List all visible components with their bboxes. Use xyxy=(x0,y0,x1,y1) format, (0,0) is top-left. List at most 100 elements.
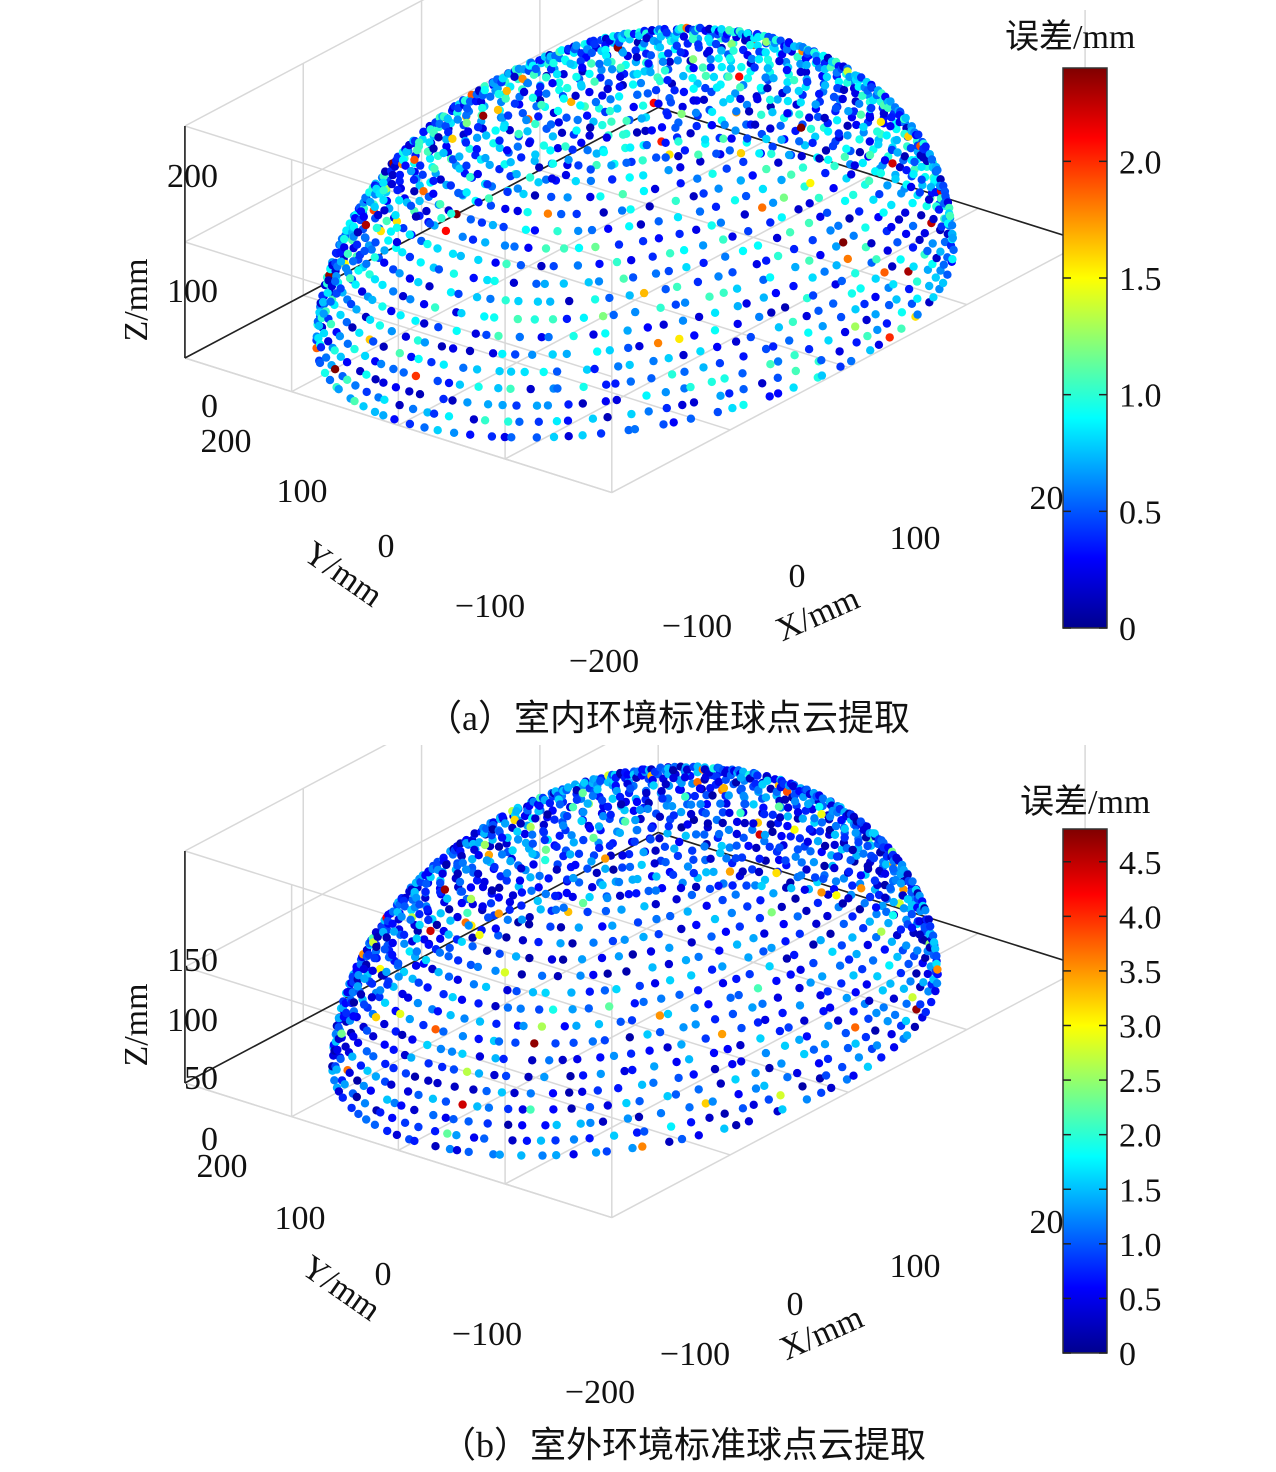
cloud-point xyxy=(671,196,680,206)
cloud-point xyxy=(661,388,670,397)
cloud-point xyxy=(349,1012,358,1021)
cloud-point xyxy=(494,89,503,99)
cloud-point xyxy=(388,919,397,928)
cloud-point xyxy=(680,298,690,307)
cloud-point xyxy=(478,902,487,911)
cloud-point xyxy=(706,854,715,863)
cloud-point xyxy=(589,938,598,947)
cloud-point xyxy=(647,126,656,135)
cloud-point xyxy=(821,168,830,178)
x-tick-label: −100 xyxy=(660,1336,730,1373)
cloud-point xyxy=(737,784,746,793)
cloud-point xyxy=(707,221,716,230)
cloud-point xyxy=(782,85,792,94)
cloud-point xyxy=(510,242,519,251)
cloud-point xyxy=(431,1025,440,1034)
cloud-point xyxy=(588,883,597,892)
cloud-point xyxy=(614,92,624,101)
cloud-point xyxy=(831,280,840,289)
cloud-point xyxy=(721,252,730,261)
cloud-point xyxy=(537,261,546,271)
cloud-point xyxy=(421,887,430,896)
cloud-point xyxy=(564,400,573,409)
cloud-point xyxy=(480,416,490,425)
cloud-point xyxy=(736,94,745,104)
cloud-point xyxy=(466,883,476,892)
cloud-point xyxy=(434,265,444,274)
cloud-point xyxy=(440,885,450,894)
cloud-point xyxy=(635,342,644,351)
cloud-point xyxy=(668,766,678,775)
cloud-point xyxy=(724,72,733,81)
cloud-point xyxy=(738,867,747,876)
cloud-point xyxy=(867,103,876,113)
cloud-point xyxy=(419,300,429,309)
cloud-point xyxy=(541,73,551,82)
cloud-point xyxy=(424,940,433,949)
cloud-point xyxy=(779,919,788,929)
z-tick-label: 50 xyxy=(184,1060,218,1097)
cloud-point xyxy=(875,190,884,199)
cloud-point xyxy=(495,949,504,958)
cloud-point xyxy=(362,1047,371,1056)
cloud-point xyxy=(769,74,778,83)
cloud-point xyxy=(793,1068,802,1078)
x-axis-line xyxy=(657,106,1086,243)
cloud-point xyxy=(323,288,332,297)
cloud-point xyxy=(743,74,753,83)
cloud-point xyxy=(790,351,799,360)
cloud-point xyxy=(380,206,389,215)
cloud-point xyxy=(718,808,728,817)
y-axis-label-b: Y/mm xyxy=(295,1248,387,1328)
cloud-point xyxy=(352,240,362,249)
cloud-point xyxy=(574,243,584,253)
cloud-point xyxy=(562,349,571,359)
cloud-point xyxy=(856,871,866,880)
cloud-point xyxy=(664,166,673,175)
cloud-point xyxy=(618,190,627,199)
cloud-point xyxy=(595,843,604,853)
cloud-point xyxy=(571,177,580,186)
cloud-point xyxy=(586,123,595,132)
cloud-point xyxy=(510,99,520,108)
cloud-point xyxy=(370,253,379,262)
cloud-point xyxy=(649,1078,658,1087)
cloud-point xyxy=(468,942,477,951)
cloud-point xyxy=(411,961,421,970)
cloud-point xyxy=(465,144,474,153)
cloud-point xyxy=(687,971,696,980)
cloud-point xyxy=(473,869,483,878)
cloud-point xyxy=(662,28,671,37)
cloud-point xyxy=(790,825,799,834)
cloud-point xyxy=(653,338,663,348)
cloud-point xyxy=(491,258,500,267)
cloud-point xyxy=(477,218,487,227)
cloud-point xyxy=(876,169,886,178)
cloud-point xyxy=(567,1104,576,1113)
cloud-point xyxy=(319,329,329,338)
cloud-point xyxy=(512,807,521,816)
cloud-point xyxy=(541,845,551,854)
cloud-point xyxy=(378,280,387,290)
cloud-point xyxy=(759,803,768,812)
cloud-point xyxy=(524,243,533,252)
cloud-point xyxy=(571,860,580,870)
cloud-point xyxy=(462,118,471,128)
cloud-point xyxy=(601,906,611,916)
cloud-point xyxy=(537,1022,547,1031)
cloud-point xyxy=(808,273,817,282)
cloud-point xyxy=(654,930,663,939)
cloud-point xyxy=(462,1067,472,1076)
cloud-point xyxy=(752,843,761,853)
cloud-point xyxy=(341,264,351,273)
y-axis-line xyxy=(184,106,659,359)
cloud-point xyxy=(927,155,937,164)
cloud-point xyxy=(732,1121,741,1130)
cloud-point xyxy=(669,811,678,820)
cloud-point xyxy=(572,209,581,219)
cloud-point xyxy=(639,848,648,857)
cloud-point xyxy=(661,285,670,294)
cloud-point xyxy=(552,1151,561,1160)
cloud-point xyxy=(452,1131,461,1140)
cloud-point xyxy=(437,214,446,223)
